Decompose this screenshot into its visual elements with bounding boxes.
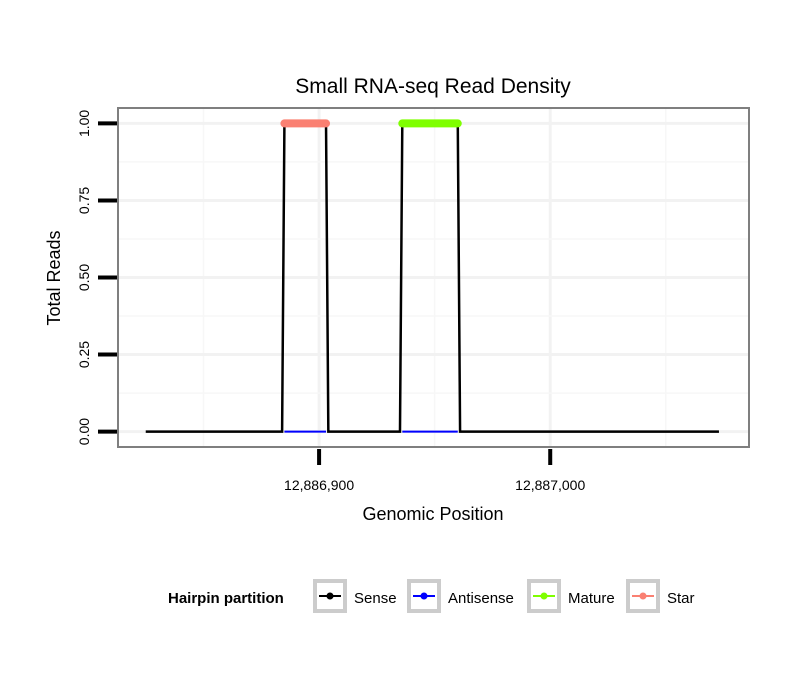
x-tick-label: 12,886,900 bbox=[284, 477, 354, 493]
y-tick-label: 0.00 bbox=[76, 418, 92, 445]
series-sense-line bbox=[145, 122, 719, 433]
legend-key-point bbox=[540, 592, 548, 600]
legend-label: Mature bbox=[568, 590, 615, 607]
y-tick-label: 0.25 bbox=[76, 341, 92, 368]
legend-label: Sense bbox=[354, 590, 397, 607]
legend-key-point bbox=[326, 592, 334, 600]
legend-key-point bbox=[420, 592, 428, 600]
legend-key-point bbox=[639, 592, 647, 600]
x-axis-label: Genomic Position bbox=[362, 504, 503, 524]
x-tick-label: 12,887,000 bbox=[515, 477, 585, 493]
legend: Hairpin partition Sense Antisense Mature St… bbox=[168, 579, 695, 613]
y-axis-label: Total Reads bbox=[44, 230, 64, 325]
chart-title: Small RNA-seq Read Density bbox=[295, 75, 571, 98]
legend-title: Hairpin partition bbox=[168, 590, 284, 607]
y-tick-label: 1.00 bbox=[76, 110, 92, 137]
legend-label: Antisense bbox=[448, 590, 514, 607]
legend-label: Star bbox=[667, 590, 695, 607]
y-tick-label: 0.50 bbox=[76, 264, 92, 291]
y-tick-label: 0.75 bbox=[76, 187, 92, 214]
panel-border bbox=[117, 107, 750, 448]
